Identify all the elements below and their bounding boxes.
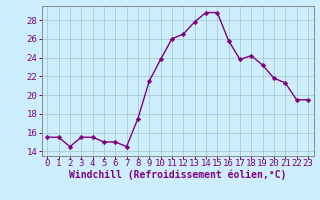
X-axis label: Windchill (Refroidissement éolien,°C): Windchill (Refroidissement éolien,°C) [69,169,286,180]
